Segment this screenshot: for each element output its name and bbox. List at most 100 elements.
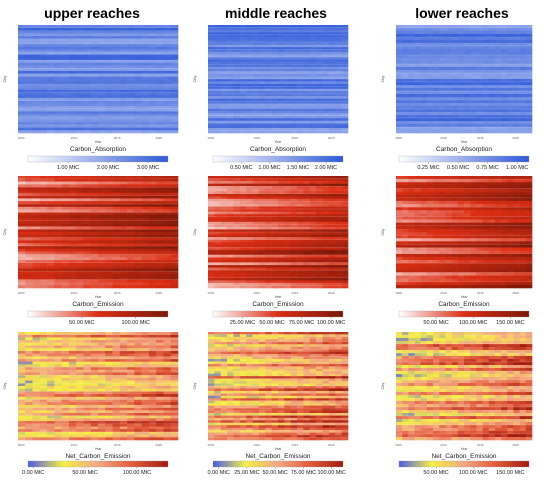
heatmap-cell: [40, 179, 48, 182]
heatmap-cell: [526, 112, 532, 115]
heatmap-cell: [233, 257, 240, 260]
heatmap-cell: [149, 128, 157, 131]
heatmap-cell: [98, 39, 106, 42]
heatmap-cell: [396, 58, 402, 61]
heatmap-cell: [91, 246, 99, 249]
heatmap-cell: [284, 270, 291, 273]
colorbar-tick-label: 25.00 MtC: [230, 320, 255, 326]
heatmap-cell: [470, 207, 476, 210]
heatmap-cell: [291, 285, 298, 288]
heatmap-cell: [156, 125, 164, 128]
heatmap-cell: [171, 84, 179, 87]
heatmap-cell: [47, 274, 55, 277]
heatmap-cell: [265, 94, 272, 97]
heatmap-cell: [233, 89, 240, 92]
heatmap-cell: [402, 85, 408, 88]
heatmap-cell: [134, 93, 142, 96]
colorbar: [399, 156, 529, 162]
heatmap-cell: [526, 121, 532, 124]
heatmap-cell: [259, 257, 266, 260]
heatmap-cell: [278, 227, 285, 230]
heatmap-cell: [278, 123, 285, 126]
heatmap-cell: [62, 179, 70, 182]
heatmap-cell: [297, 27, 304, 30]
heatmap-cell: [507, 112, 513, 115]
heatmap-cell: [284, 179, 291, 182]
heatmap-cell: [439, 40, 445, 43]
heatmap-cell: [303, 247, 310, 250]
heatmap-cell: [483, 58, 489, 61]
heatmap-cell: [291, 273, 298, 276]
heatmap-cell: [526, 58, 532, 61]
heatmap-cell: [272, 111, 279, 114]
heatmap-cell: [310, 79, 317, 82]
heatmap-cell: [278, 72, 285, 75]
heatmap-cell: [495, 82, 501, 85]
heatmap-cell: [40, 84, 48, 87]
heatmap-cell: [208, 94, 215, 97]
heatmap-cell: [464, 112, 470, 115]
heatmap-cell: [134, 52, 142, 55]
heatmap-cell: [163, 271, 171, 274]
heatmap-cell: [240, 96, 247, 99]
heatmap-cell: [284, 209, 291, 212]
heatmap-cell: [396, 55, 402, 58]
heatmap-cell: [464, 67, 470, 70]
heatmap-cell: [495, 192, 501, 195]
heatmap-cell: [513, 195, 519, 198]
heatmap-cell: [402, 207, 408, 210]
heatmap-cell: [452, 100, 458, 103]
heatmap-cell: [297, 263, 304, 266]
heatmap-cell: [149, 266, 157, 269]
heatmap-cell: [501, 91, 507, 94]
heatmap-cell: [91, 224, 99, 227]
heatmap-cell: [134, 87, 142, 90]
heatmap-cell: [149, 224, 157, 227]
heatmap-cell: [408, 185, 414, 188]
heatmap-cell: [246, 116, 253, 119]
heatmap-cell: [127, 84, 135, 87]
heatmap-cell: [329, 101, 336, 104]
heatmap-cell: [69, 60, 77, 63]
heatmap-cell: [221, 126, 228, 129]
heatmap-cell: [278, 27, 285, 30]
heatmap-cell: [501, 46, 507, 49]
heatmap-cell: [246, 240, 253, 243]
heatmap-cell: [335, 118, 342, 121]
heatmap-cell: [171, 232, 179, 235]
heatmap-cell: [227, 227, 234, 230]
heatmap-cell: [396, 192, 402, 195]
heatmap-cell: [40, 101, 48, 104]
heatmap-cell: [259, 285, 266, 288]
heatmap-cell: [62, 229, 70, 232]
heatmap-cell: [291, 64, 298, 67]
heatmap-cell: [134, 271, 142, 274]
heatmap-cell: [303, 74, 310, 77]
heatmap-cell: [507, 207, 513, 210]
heatmap-cell: [402, 112, 408, 115]
heatmap-cell: [464, 204, 470, 207]
heatmap-cell: [83, 198, 91, 201]
heatmap-cell: [105, 257, 113, 260]
heatmap-cell: [421, 58, 427, 61]
heatmap-cell: [120, 221, 128, 224]
heatmap-cell: [335, 196, 342, 199]
heatmap-cell: [323, 27, 330, 30]
heatmap-cell: [310, 265, 317, 268]
heatmap-cell: [105, 280, 113, 283]
x-tick-label: 2015: [291, 136, 298, 140]
heatmap-cell: [415, 188, 421, 191]
heatmap-cell: [120, 68, 128, 71]
heatmap-cell: [163, 204, 171, 207]
heatmap-cell: [163, 257, 171, 260]
heatmap-cell: [408, 67, 414, 70]
heatmap-cell: [335, 111, 342, 114]
heatmap-cell: [105, 263, 113, 266]
heatmap-cell: [470, 176, 476, 179]
heatmap-cell: [33, 52, 41, 55]
heatmap-cell: [278, 232, 285, 235]
heatmap-cell: [134, 95, 142, 98]
heatmap-cell: [83, 266, 91, 269]
heatmap-cell: [452, 179, 458, 182]
heatmap-cell: [259, 27, 266, 30]
